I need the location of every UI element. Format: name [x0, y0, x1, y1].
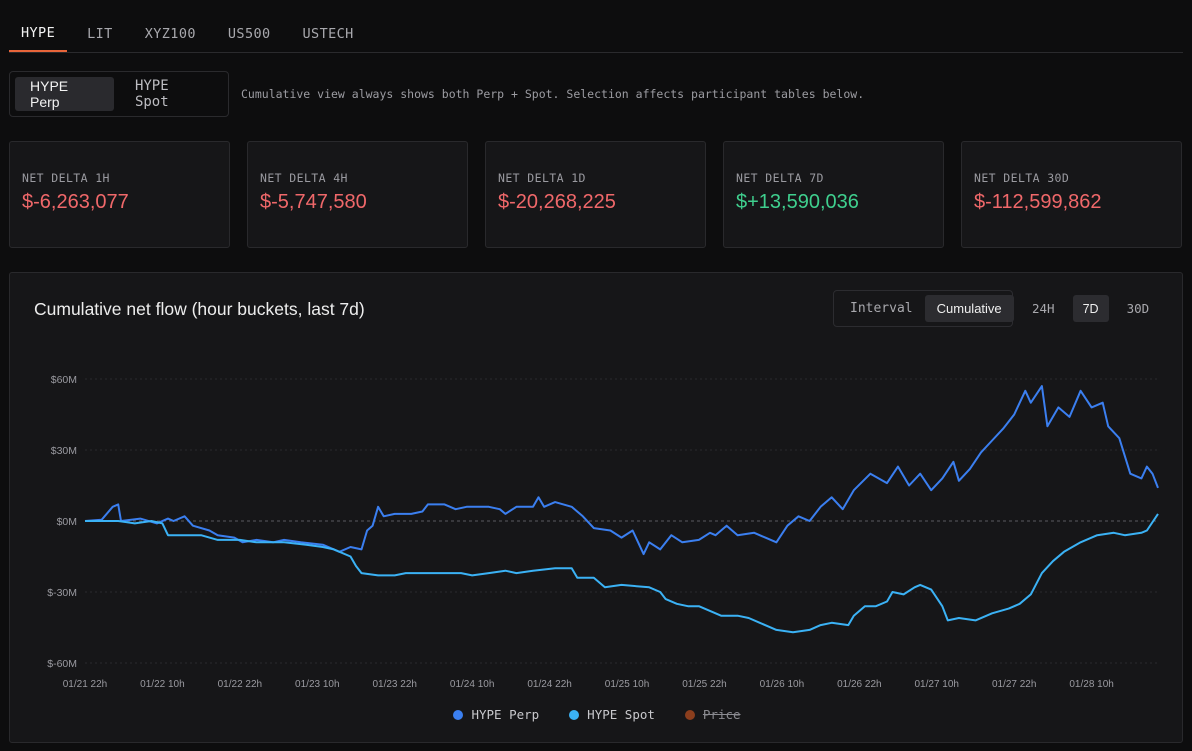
market-type-toggle: HYPE Perp HYPE Spot — [9, 71, 229, 117]
range-30d-button[interactable]: 30D — [1126, 301, 1150, 316]
chart-grid — [85, 378, 1158, 664]
x-tick-label: 01/23 10h — [295, 679, 340, 690]
spot-dot-icon — [569, 709, 580, 720]
x-axis-ticks: 01/21 22h 01/22 10h 01/22 22h 01/23 10h 01/2… — [63, 679, 1114, 690]
card-label: NET DELTA 7D — [736, 171, 824, 185]
y-tick-label: $0M — [57, 516, 77, 528]
x-tick-label: 01/22 10h — [140, 679, 185, 690]
x-tick-label: 01/28 10h — [1069, 679, 1114, 690]
x-tick-label: 01/26 10h — [760, 679, 805, 690]
series-line-hype-spot — [85, 513, 1159, 634]
tab-hype[interactable]: HYPE — [9, 16, 68, 52]
legend-item-price[interactable]: Price — [684, 707, 741, 722]
interval-mode-button[interactable]: Interval — [850, 301, 913, 316]
x-tick-label: 01/27 10h — [915, 679, 960, 690]
cumulative-flow-chart: $60M $30M $0M $-30M $-60M 01/21 22h 01/22 10h… — [47, 374, 1159, 690]
x-tick-label: 01/21 22h — [63, 679, 108, 690]
x-tick-label: 01/22 22h — [218, 679, 263, 690]
range-7d-button[interactable]: 7D — [1072, 295, 1109, 322]
y-tick-label: $-60M — [47, 658, 77, 670]
tab-xyz100[interactable]: XYZ100 — [144, 26, 196, 42]
card-value: $-6,263,077 — [22, 191, 129, 213]
x-tick-label: 01/24 10h — [450, 679, 495, 690]
cumulative-flow-panel: Cumulative net flow (hour buckets, last … — [9, 272, 1183, 743]
card-value: $+13,590,036 — [736, 191, 859, 213]
y-tick-label: $-30M — [47, 587, 77, 599]
market-tabs: HYPE LIT XYZ100 US500 USTECH — [9, 16, 1183, 53]
net-delta-1d-card: NET DELTA 1D $-20,268,225 — [485, 141, 706, 248]
y-tick-label: $30M — [51, 445, 77, 457]
perp-dot-icon — [453, 709, 464, 720]
net-delta-cards: NET DELTA 1H $-6,263,077 NET DELTA 4H $-… — [9, 141, 1182, 248]
hype-spot-button[interactable]: HYPE Spot — [134, 78, 169, 110]
y-axis-ticks: $60M $30M $0M $-30M $-60M — [47, 374, 77, 670]
net-delta-4h-card: NET DELTA 4H $-5,747,580 — [247, 141, 468, 248]
chart-legend: HYPE Perp HYPE Spot Price — [10, 707, 1184, 722]
tab-us500[interactable]: US500 — [227, 26, 271, 42]
legend-item-spot[interactable]: HYPE Spot — [569, 707, 655, 722]
x-tick-label: 01/27 22h — [992, 679, 1037, 690]
x-tick-label: 01/25 10h — [605, 679, 650, 690]
legend-label: Price — [702, 707, 741, 722]
card-value: $-112,599,862 — [974, 191, 1102, 213]
x-tick-label: 01/26 22h — [837, 679, 882, 690]
range-24h-button[interactable]: 24H — [1032, 301, 1055, 316]
x-tick-label: 01/24 22h — [527, 679, 572, 690]
net-delta-1h-card: NET DELTA 1H $-6,263,077 — [9, 141, 230, 248]
tab-ustech[interactable]: USTECH — [302, 26, 354, 42]
x-tick-label: 01/25 22h — [682, 679, 727, 690]
selection-note: Cumulative view always shows both Perp +… — [241, 87, 865, 101]
legend-label: HYPE Perp — [471, 707, 540, 722]
card-value: $-5,747,580 — [260, 191, 367, 213]
tab-lit[interactable]: LIT — [87, 26, 113, 42]
series-line-hype-perp — [84, 385, 1159, 556]
hype-perp-button[interactable]: HYPE Perp — [15, 77, 114, 111]
chart-series — [84, 385, 1159, 634]
net-delta-30d-card: NET DELTA 30D $-112,599,862 — [961, 141, 1182, 248]
price-dot-icon — [684, 709, 695, 720]
cumulative-mode-button[interactable]: Cumulative — [924, 295, 1014, 322]
card-label: NET DELTA 1H — [22, 171, 110, 185]
card-label: NET DELTA 1D — [498, 171, 586, 185]
card-label: NET DELTA 4H — [260, 171, 348, 185]
card-value: $-20,268,225 — [498, 191, 616, 213]
card-label: NET DELTA 30D — [974, 171, 1070, 185]
net-delta-7d-card: NET DELTA 7D $+13,590,036 — [723, 141, 944, 248]
view-mode-toggle: Interval Cumulative — [833, 290, 1014, 327]
legend-item-perp[interactable]: HYPE Perp — [453, 707, 539, 722]
chart-title: Cumulative net flow (hour buckets, last … — [34, 299, 365, 319]
legend-label: HYPE Spot — [587, 707, 655, 722]
y-tick-label: $60M — [51, 374, 77, 386]
x-tick-label: 01/23 22h — [372, 679, 417, 690]
time-range-selector: 24H 7D 30D — [1022, 295, 1159, 322]
